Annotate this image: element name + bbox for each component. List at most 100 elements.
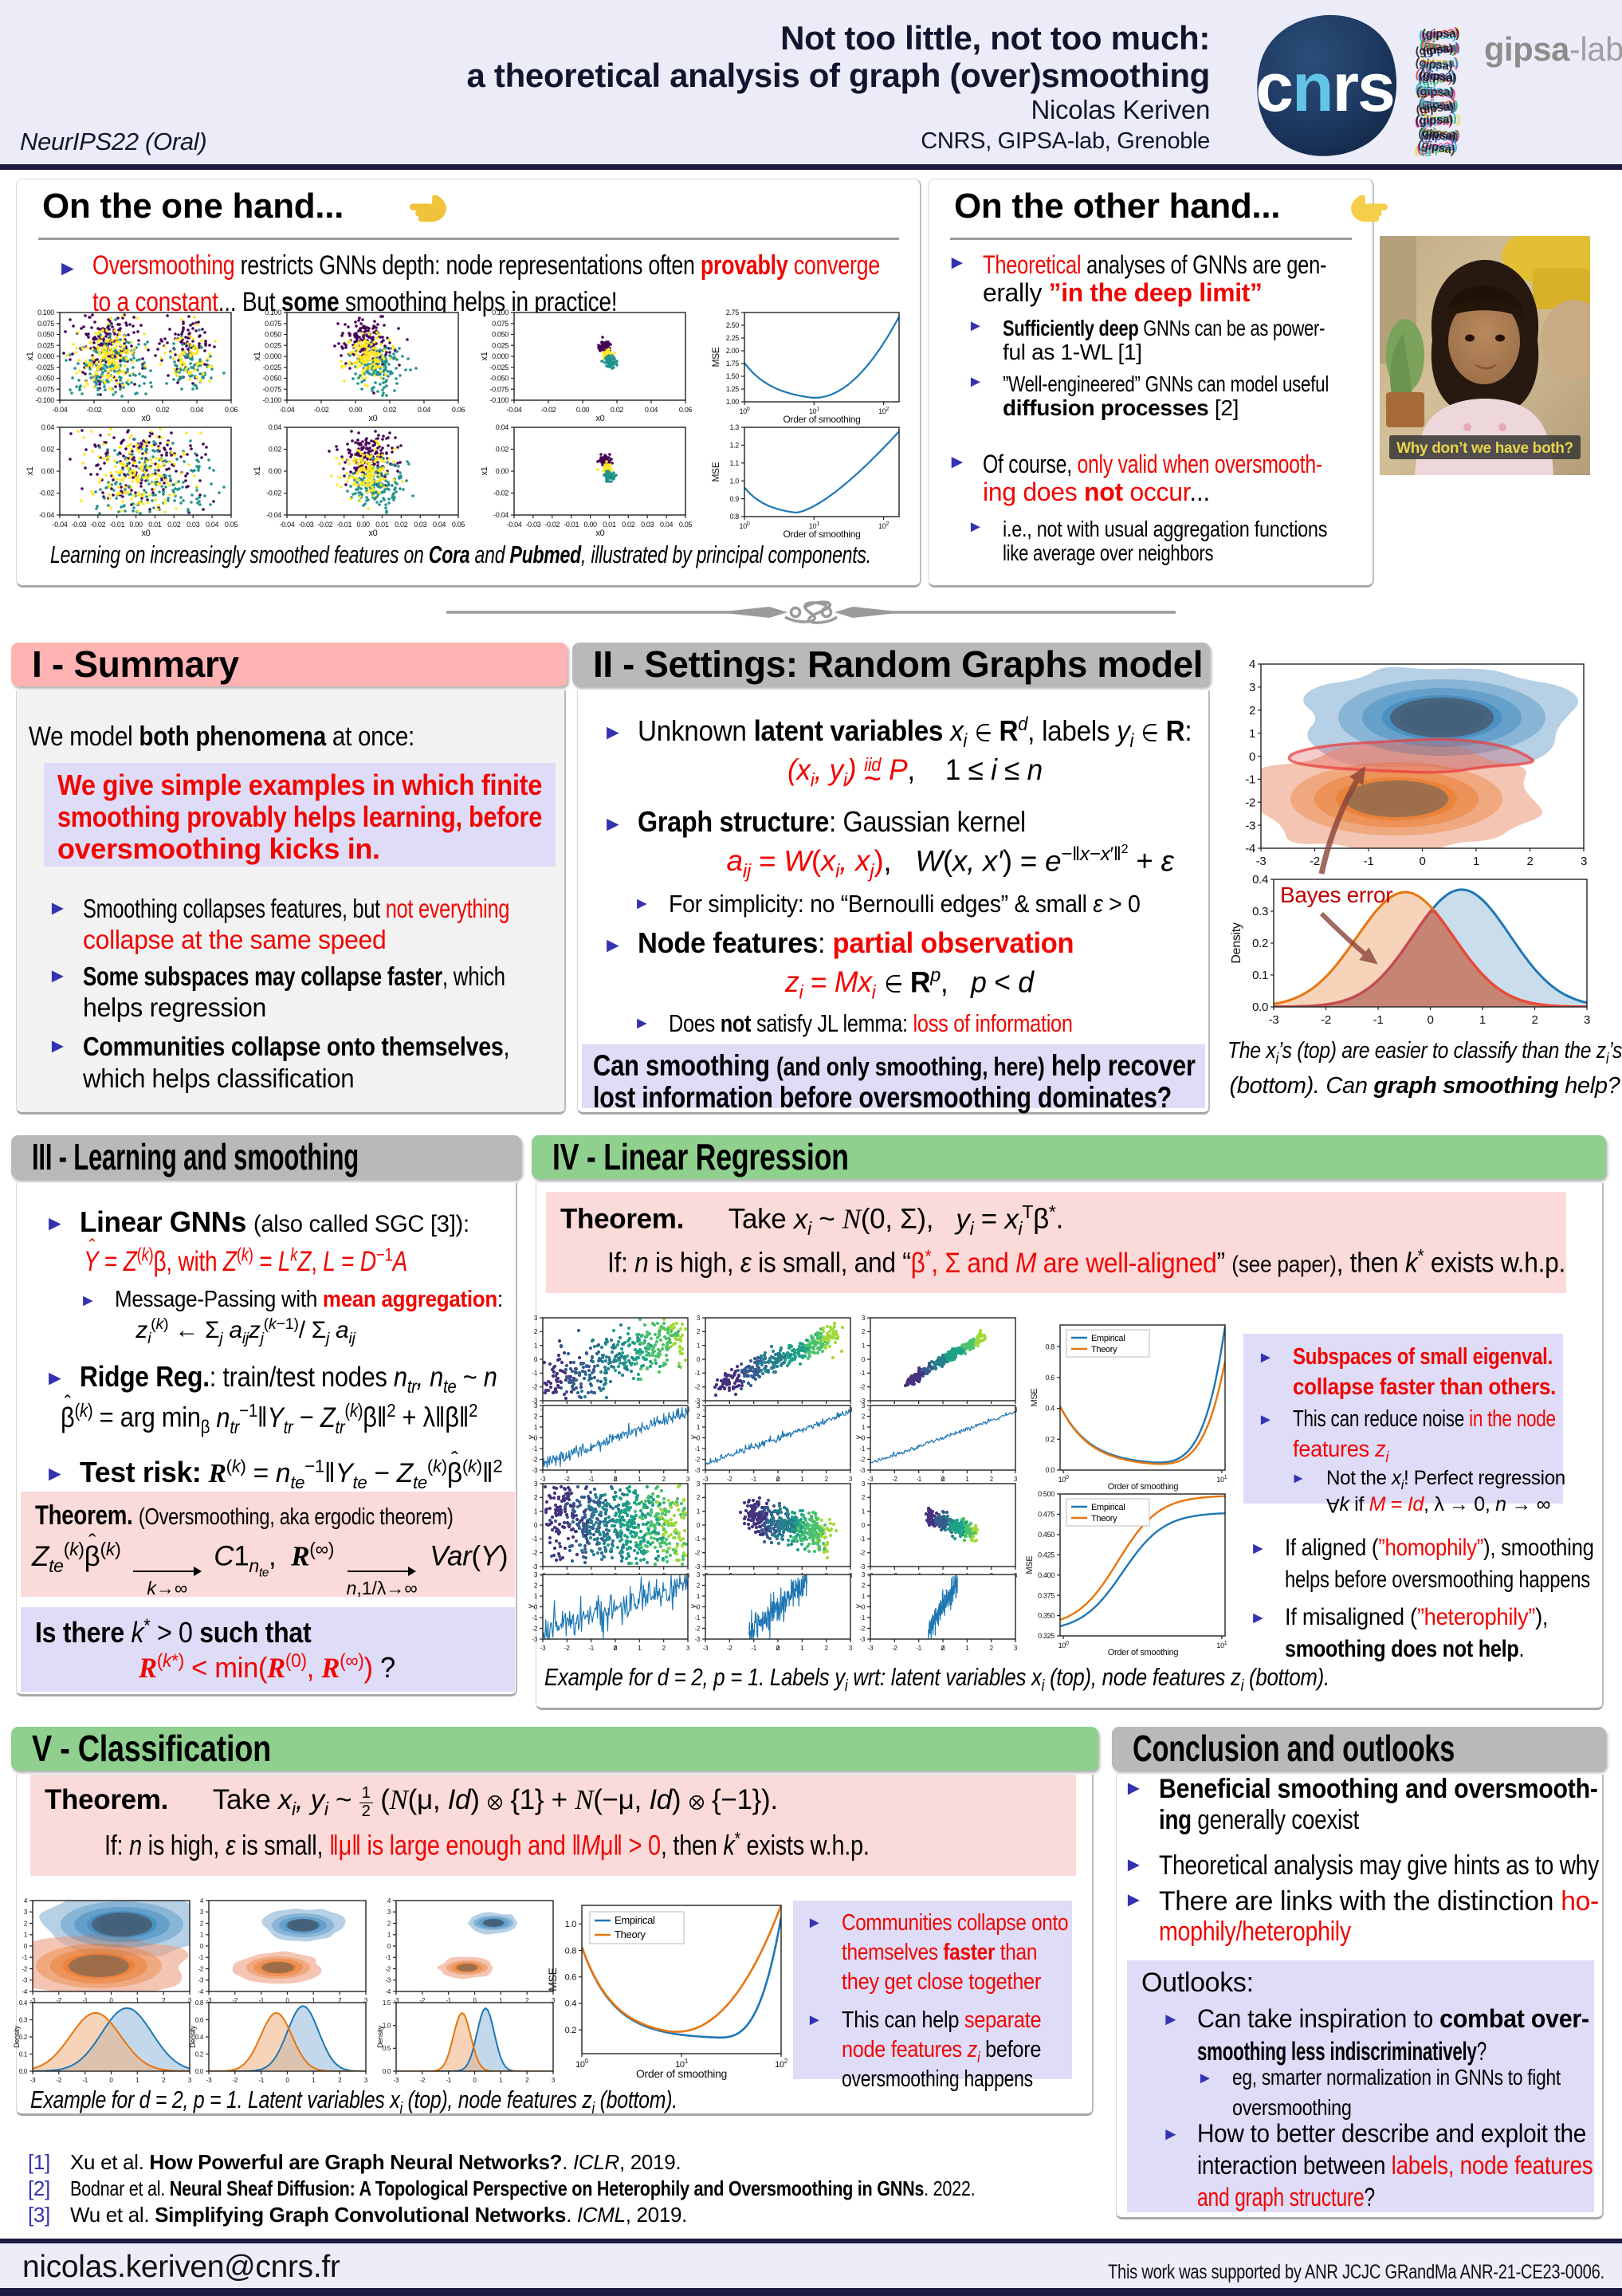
svg-text:(gipsa): (gipsa) <box>1423 112 1461 127</box>
svg-text:3: 3 <box>849 1476 853 1483</box>
svg-text:3: 3 <box>862 1315 866 1322</box>
svg-text:(gipsa): (gipsa) <box>1420 38 1459 57</box>
svg-text:0.8: 0.8 <box>1045 1343 1054 1350</box>
svg-text:0: 0 <box>697 1603 701 1610</box>
svg-text:1.5: 1.5 <box>383 1999 391 2007</box>
svg-text:-2: -2 <box>233 2077 238 2084</box>
svg-text:-2: -2 <box>22 1965 28 1972</box>
svg-text:0: 0 <box>285 1997 289 2004</box>
svg-text:0: 0 <box>1249 750 1255 764</box>
svg-text:101: 101 <box>1216 1475 1227 1484</box>
svg-text:Density: Density <box>13 2025 21 2048</box>
svg-text:(gipsa): (gipsa) <box>1419 68 1458 86</box>
svg-text:0.2: 0.2 <box>195 2050 204 2058</box>
svg-text:4: 4 <box>387 1897 391 1905</box>
svg-text:0: 0 <box>941 1476 945 1483</box>
svg-text:1: 1 <box>534 1343 538 1350</box>
svg-text:2: 2 <box>862 1494 866 1501</box>
svg-text:2.00: 2.00 <box>726 347 740 355</box>
svg-text:0.000: 0.000 <box>492 352 509 360</box>
svg-text:(gipsa): (gipsa) <box>1420 97 1459 112</box>
svg-text:0.3: 0.3 <box>19 2016 28 2023</box>
svg-text:2: 2 <box>24 1920 28 1927</box>
svg-text:-1: -1 <box>446 2077 451 2084</box>
svg-text:0.05: 0.05 <box>225 521 238 529</box>
svg-text:-2: -2 <box>727 1645 732 1652</box>
svg-text:0.06: 0.06 <box>679 406 692 414</box>
svg-text:0.04: 0.04 <box>41 423 55 431</box>
svg-text:-0.04: -0.04 <box>266 511 281 519</box>
svg-text:2: 2 <box>162 1997 166 2004</box>
svg-text:102: 102 <box>775 2058 787 2070</box>
svg-text:1: 1 <box>135 2077 139 2084</box>
svg-text:0: 0 <box>534 1603 538 1610</box>
svg-text:-2: -2 <box>695 1625 701 1632</box>
svg-text:0.00: 0.00 <box>122 406 135 414</box>
svg-text:-0.04: -0.04 <box>493 511 509 519</box>
svg-text:0.00: 0.00 <box>129 521 143 529</box>
svg-text:0.050: 0.050 <box>37 331 54 339</box>
svg-text:x1: x1 <box>253 352 262 360</box>
svg-text:2: 2 <box>862 1328 866 1335</box>
svg-text:1: 1 <box>24 1932 28 1939</box>
svg-text:(gipsa): (gipsa) <box>1417 69 1455 84</box>
svg-text:1: 1 <box>697 1508 701 1516</box>
svg-text:0: 0 <box>941 1645 945 1652</box>
svg-text:-2: -2 <box>892 1645 897 1652</box>
svg-text:-0.075: -0.075 <box>262 385 281 393</box>
svg-text:x0: x0 <box>596 414 605 423</box>
svg-text:-1: -1 <box>860 1614 866 1622</box>
svg-text:MSE: MSE <box>1030 1389 1039 1407</box>
svg-text:(gipsa): (gipsa) <box>1420 124 1459 142</box>
svg-text:1: 1 <box>534 1593 538 1600</box>
svg-text:0.9: 0.9 <box>729 495 739 503</box>
svg-text:0.01: 0.01 <box>375 521 389 529</box>
svg-text:0: 0 <box>109 1997 113 2004</box>
svg-text:-0.075: -0.075 <box>489 385 509 393</box>
svg-text:0.500: 0.500 <box>1038 1490 1054 1498</box>
svg-text:-2: -2 <box>1245 796 1255 810</box>
svg-text:0.425: 0.425 <box>1038 1551 1054 1559</box>
svg-text:x0: x0 <box>596 529 605 538</box>
svg-text:3: 3 <box>862 1402 866 1409</box>
svg-text:MSE: MSE <box>1025 1556 1035 1575</box>
svg-text:Empirical: Empirical <box>1091 1334 1125 1343</box>
svg-text:-3: -3 <box>695 1563 701 1571</box>
svg-text:(gipsa): (gipsa) <box>1419 29 1456 42</box>
svg-text:1: 1 <box>499 1997 503 2004</box>
svg-text:-2: -2 <box>386 1965 391 1972</box>
svg-text:(gipsa): (gipsa) <box>1421 56 1459 69</box>
svg-text:0.025: 0.025 <box>492 341 509 349</box>
svg-text:1.0: 1.0 <box>565 1920 577 1929</box>
svg-text:-3: -3 <box>532 1398 538 1405</box>
svg-text:2: 2 <box>697 1413 701 1420</box>
svg-text:-1: -1 <box>916 1645 921 1652</box>
svg-text:3: 3 <box>686 1476 690 1483</box>
svg-text:-0.050: -0.050 <box>35 375 54 383</box>
svg-text:-2: -2 <box>860 1625 866 1632</box>
svg-text:-4: -4 <box>22 1988 28 1995</box>
svg-text:0.04: 0.04 <box>206 521 219 529</box>
svg-text:y: y <box>527 1434 536 1440</box>
svg-text:101: 101 <box>809 521 819 530</box>
svg-text:-2: -2 <box>57 2077 62 2084</box>
svg-text:0.100: 0.100 <box>492 309 509 316</box>
svg-text:1.1: 1.1 <box>729 459 739 467</box>
svg-text:z: z <box>941 1475 945 1484</box>
svg-text:2: 2 <box>387 1920 391 1927</box>
svg-text:100: 100 <box>1058 1641 1069 1649</box>
svg-text:-1: -1 <box>751 1645 756 1652</box>
svg-text:-2: -2 <box>420 1997 426 2004</box>
svg-text:3: 3 <box>1014 1476 1018 1483</box>
svg-text:(gipsa): (gipsa) <box>1416 85 1455 100</box>
svg-text:1: 1 <box>638 1476 642 1483</box>
svg-text:0.4: 0.4 <box>19 1999 28 2007</box>
svg-text:0.04: 0.04 <box>269 423 282 431</box>
svg-text:0.075: 0.075 <box>492 320 509 328</box>
svg-text:0: 0 <box>109 2077 113 2084</box>
svg-text:-0.025: -0.025 <box>489 364 509 372</box>
svg-text:0: 0 <box>534 1356 538 1363</box>
svg-text:1: 1 <box>862 1593 866 1600</box>
svg-text:MSE: MSE <box>546 1968 559 1991</box>
svg-text:-0.02: -0.02 <box>266 489 281 497</box>
